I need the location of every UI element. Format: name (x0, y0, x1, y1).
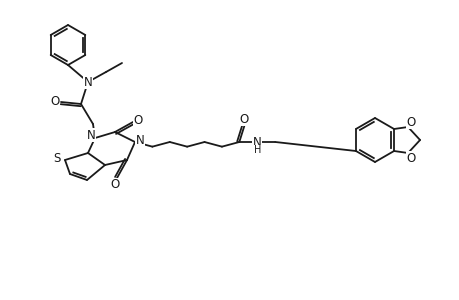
Text: N: N (84, 76, 92, 88)
Text: O: O (110, 178, 119, 191)
Text: H: H (253, 145, 260, 155)
Text: N: N (252, 136, 261, 148)
Text: O: O (133, 113, 142, 127)
Text: N: N (86, 128, 95, 142)
Text: S: S (53, 152, 61, 164)
Text: N: N (135, 134, 144, 146)
Text: O: O (239, 112, 248, 125)
Text: O: O (50, 94, 60, 107)
Text: O: O (406, 152, 415, 164)
Text: O: O (406, 116, 415, 128)
